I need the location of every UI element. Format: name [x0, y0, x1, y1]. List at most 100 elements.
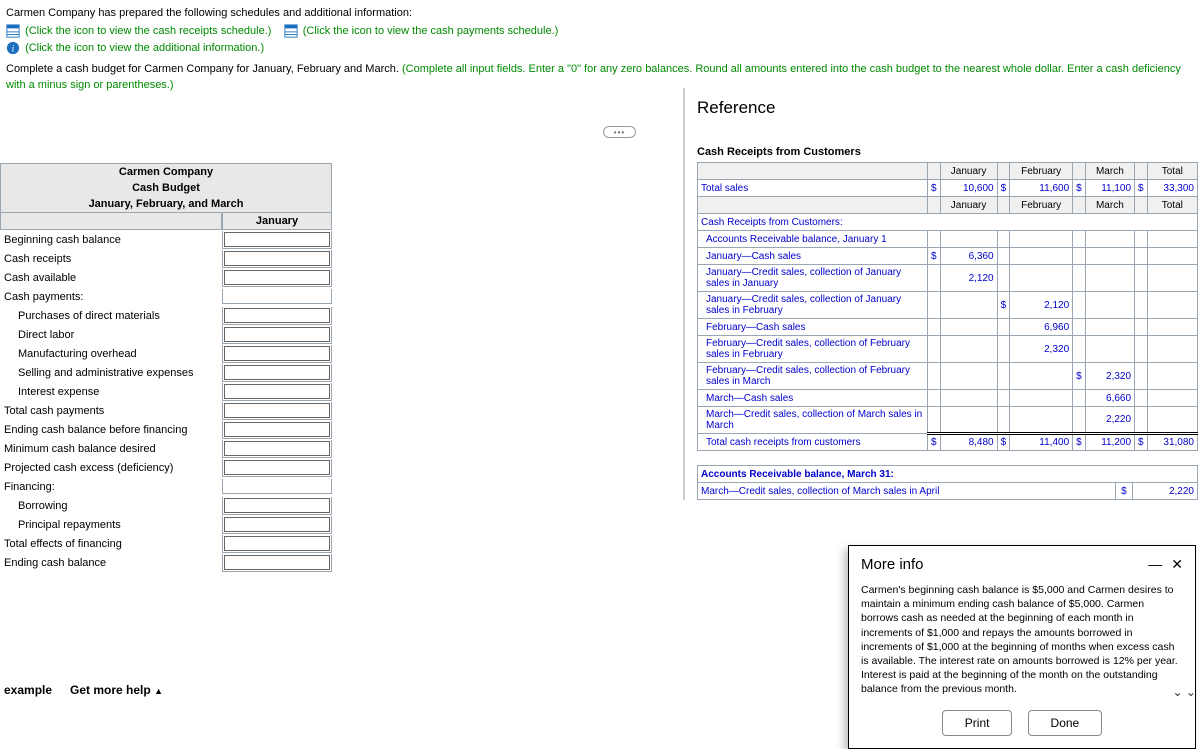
budget-row-label: Selling and administrative expenses — [0, 367, 222, 379]
budget-row: Minimum cash balance desired — [0, 439, 332, 458]
receipt-row-label: March—Cash sales — [698, 390, 928, 407]
budget-input[interactable] — [224, 327, 330, 342]
link-cash-payments[interactable]: (Click the icon to view the cash payment… — [303, 25, 559, 37]
example-link[interactable]: example — [4, 683, 52, 697]
more-info-body: Carmen's beginning cash balance is $5,00… — [861, 583, 1183, 696]
total-receipts-label: Total cash receipts from customers — [698, 434, 928, 451]
budget-row-label: Beginning cash balance — [0, 234, 222, 246]
budget-input[interactable] — [224, 403, 330, 418]
budget-row-label: Interest expense — [0, 386, 222, 398]
budget-input[interactable] — [224, 365, 330, 380]
data-table-icon[interactable] — [6, 24, 20, 38]
budget-input[interactable] — [224, 346, 330, 361]
budget-input[interactable] — [224, 422, 330, 437]
budget-row-label: Total effects of financing — [0, 538, 222, 550]
receipt-row-label: February—Cash sales — [698, 319, 928, 336]
nav-chevrons[interactable]: ⌄ ⌄ — [1173, 685, 1196, 699]
budget-input[interactable] — [224, 384, 330, 399]
budget-row: Manufacturing overhead — [0, 344, 332, 363]
budget-body: Beginning cash balance Cash receipts Cash … — [0, 230, 332, 572]
budget-input[interactable] — [224, 517, 330, 532]
budget-input[interactable] — [224, 270, 330, 285]
cash-budget-panel: Carmen Company Cash Budget January, Febr… — [0, 163, 332, 572]
link-cash-receipts[interactable]: (Click the icon to view the cash receipt… — [25, 25, 271, 37]
ar-balance-heading: Accounts Receivable balance, March 31: — [698, 466, 1198, 483]
budget-input[interactable] — [224, 498, 330, 513]
budget-input[interactable] — [224, 232, 330, 247]
receipt-row-label: January—Credit sales, collection of Janu… — [698, 292, 928, 319]
budget-row-label: Principal repayments — [0, 519, 222, 531]
budget-row-label: Ending cash balance — [0, 557, 222, 569]
budget-row-label: Cash available — [0, 272, 222, 284]
receipt-row-label: February—Credit sales, collection of Feb… — [698, 363, 928, 390]
budget-input[interactable] — [224, 308, 330, 323]
budget-row-label: Cash receipts — [0, 253, 222, 265]
done-button[interactable]: Done — [1028, 710, 1103, 736]
budget-row: Total cash payments — [0, 401, 332, 420]
budget-row: Cash receipts — [0, 249, 332, 268]
col-total: Total — [1147, 163, 1197, 180]
instructions-block: Carmen Company has prepared the followin… — [0, 0, 1200, 99]
budget-row-label: Total cash payments — [0, 405, 222, 417]
print-button[interactable]: Print — [942, 710, 1013, 736]
budget-row: Direct labor — [0, 325, 332, 344]
budget-input[interactable] — [224, 536, 330, 551]
budget-row-label: Borrowing — [0, 500, 222, 512]
budget-header: Carmen Company Cash Budget January, Febr… — [0, 163, 332, 213]
data-table-icon[interactable] — [284, 24, 298, 38]
budget-row: Borrowing — [0, 496, 332, 515]
panel-drag-handle[interactable]: ••• — [603, 126, 636, 138]
minimize-icon[interactable]: — — [1148, 556, 1162, 572]
budget-row: Cash available — [0, 268, 332, 287]
total-sales-table: January February March Total Total sales… — [697, 162, 1198, 451]
total-sales-label: Total sales — [698, 180, 928, 197]
caret-up-icon: ▲ — [154, 686, 163, 696]
get-more-help-link[interactable]: Get more help ▲ — [70, 683, 163, 697]
budget-title: Cash Budget — [1, 180, 331, 196]
budget-row: Selling and administrative expenses — [0, 363, 332, 382]
budget-input[interactable] — [224, 441, 330, 456]
close-icon[interactable]: ✕ — [1171, 556, 1183, 572]
budget-input[interactable] — [224, 251, 330, 266]
budget-row: Ending cash balance — [0, 553, 332, 572]
col-february: February — [1010, 163, 1073, 180]
more-info-dialog: More info — ✕ Carmen's beginning cash ba… — [848, 545, 1196, 749]
receipt-row-label: Accounts Receivable balance, January 1 — [698, 231, 928, 248]
column-january: January — [222, 213, 332, 230]
budget-row-label: Ending cash balance before financing — [0, 424, 222, 436]
col-march: March — [1085, 163, 1134, 180]
receipts-subheader: Cash Receipts from Customers: — [698, 214, 1198, 231]
receipts-section-title: Cash Receipts from Customers — [697, 146, 1198, 158]
budget-input[interactable] — [224, 460, 330, 475]
budget-period: January, February, and March — [1, 196, 331, 212]
col-january: January — [940, 163, 997, 180]
instruction-line-1: Carmen Company has prepared the followin… — [6, 5, 1194, 22]
budget-row-label: Purchases of direct materials — [0, 310, 222, 322]
budget-row-label: Minimum cash balance desired — [0, 443, 222, 455]
budget-row: Purchases of direct materials — [0, 306, 332, 325]
receipt-row-label: January—Credit sales, collection of Janu… — [698, 265, 928, 292]
ar-row-label: March—Credit sales, collection of March … — [698, 483, 1116, 500]
ar-balance-table: Accounts Receivable balance, March 31: M… — [697, 465, 1198, 500]
info-icon[interactable]: i — [6, 41, 20, 55]
budget-row: Ending cash balance before financing — [0, 420, 332, 439]
more-info-title: More info — [861, 556, 924, 573]
reference-panel: Reference Cash Receipts from Customers J… — [683, 88, 1198, 500]
budget-row: Beginning cash balance — [0, 230, 332, 249]
budget-company: Carmen Company — [1, 164, 331, 180]
budget-row: Principal repayments — [0, 515, 332, 534]
budget-row: Interest expense — [0, 382, 332, 401]
svg-text:i: i — [12, 44, 15, 55]
receipt-row-label: February—Credit sales, collection of Feb… — [698, 336, 928, 363]
budget-row-label: Direct labor — [0, 329, 222, 341]
budget-row-label: Projected cash excess (deficiency) — [0, 462, 222, 474]
receipt-row-label: January—Cash sales — [698, 248, 928, 265]
link-additional-info[interactable]: (Click the icon to view the additional i… — [25, 42, 264, 54]
reference-title: Reference — [697, 88, 1198, 138]
ar-row-value: 2,220 — [1132, 483, 1197, 500]
budget-row: Cash payments: — [0, 287, 332, 306]
budget-row: Total effects of financing — [0, 534, 332, 553]
budget-input[interactable] — [224, 555, 330, 570]
budget-row: Projected cash excess (deficiency) — [0, 458, 332, 477]
budget-row-label: Cash payments: — [0, 291, 222, 303]
